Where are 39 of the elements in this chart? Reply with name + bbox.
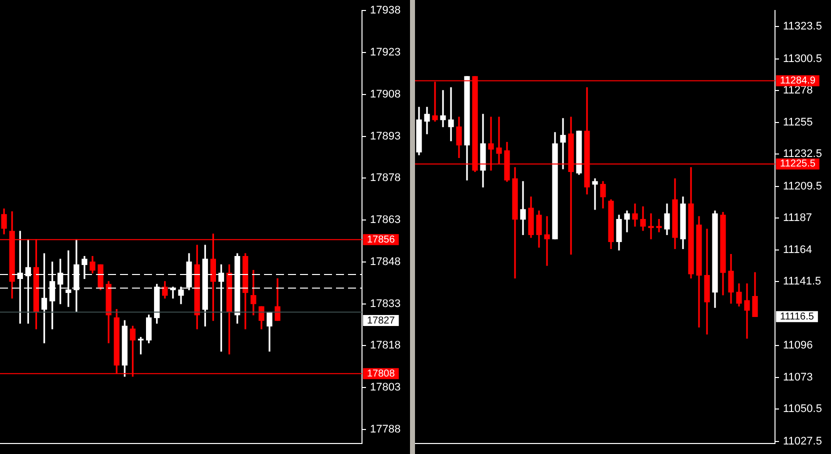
ref-line-label: 17856	[367, 234, 396, 246]
text: 11116.5	[780, 311, 814, 322]
candlestick	[592, 178, 598, 210]
y-tick-label: 11232.5	[783, 148, 822, 160]
y-tick-label: 11096	[783, 339, 813, 352]
candlestick	[656, 218, 662, 232]
y-tick-label: 17788	[370, 423, 401, 436]
y-tick-label: 17818	[370, 340, 401, 352]
candlestick	[448, 87, 454, 142]
y-tick-label: 11164	[783, 244, 812, 256]
y-tick-label: 17833	[370, 298, 401, 310]
text: 17827	[367, 315, 396, 326]
y-tick-label: 17923	[370, 46, 401, 59]
y-tick-label: 17908	[370, 88, 401, 100]
y-tick-label: 11027.5	[783, 435, 822, 448]
y-tick-label: 11187	[783, 212, 812, 224]
y-tick-label: 11209.5	[783, 180, 822, 192]
candlestick	[744, 283, 750, 339]
ref-line-label: 11284.9	[780, 76, 816, 87]
y-tick-label: 17893	[370, 130, 401, 142]
y-tick-label: 11300.5	[783, 52, 822, 65]
y-tick-label: 17803	[370, 382, 401, 394]
candlestick	[520, 181, 526, 236]
candlestick	[440, 90, 446, 128]
y-tick-label: 17938	[370, 4, 401, 17]
y-tick-label: 17848	[370, 256, 401, 268]
y-tick-label: 17863	[370, 214, 401, 226]
y-tick-label: 11278	[783, 84, 813, 96]
candlestick	[560, 118, 566, 170]
y-tick-label: 11323.5	[783, 20, 822, 33]
ref-line-label: 17808	[367, 368, 396, 380]
candlestick	[544, 216, 550, 266]
candlestick	[648, 213, 654, 240]
y-tick-label: 11255	[783, 116, 813, 129]
y-tick-label: 11073	[783, 372, 813, 384]
ref-line-label: 11225.5	[780, 158, 816, 170]
y-tick-label: 17878	[370, 172, 401, 184]
y-tick-label: 11050.5	[783, 403, 822, 416]
y-tick-label: 11141.5	[783, 276, 822, 288]
